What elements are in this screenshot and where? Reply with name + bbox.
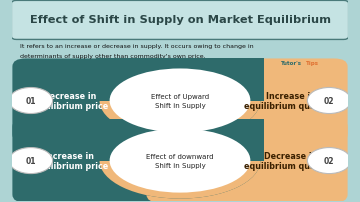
Text: It refers to an increase or decrease in supply. It occurs owing to change in: It refers to an increase or decrease in … — [20, 44, 253, 49]
Text: Shift in Supply: Shift in Supply — [155, 102, 205, 108]
Text: Effect of Shift in Supply on Market Equilibrium: Effect of Shift in Supply on Market Equi… — [30, 15, 330, 25]
Text: Increase in: Increase in — [266, 92, 316, 101]
Bar — [96, 119, 264, 161]
Circle shape — [307, 148, 351, 174]
FancyBboxPatch shape — [147, 119, 348, 202]
Text: 02: 02 — [324, 97, 334, 105]
Bar — [96, 59, 264, 101]
Circle shape — [9, 148, 53, 174]
Ellipse shape — [100, 63, 260, 139]
Text: equilibrium quantity: equilibrium quantity — [244, 161, 337, 170]
Text: 01: 01 — [26, 97, 36, 105]
Text: Tips: Tips — [306, 61, 319, 66]
Text: Increase in: Increase in — [44, 151, 94, 160]
Ellipse shape — [100, 63, 260, 139]
Text: Shift in Supply: Shift in Supply — [155, 162, 205, 168]
Text: Decrease in: Decrease in — [264, 151, 317, 160]
Circle shape — [307, 88, 351, 114]
Ellipse shape — [109, 129, 251, 193]
FancyBboxPatch shape — [12, 1, 348, 40]
Text: determinants of supply other than commodity's own price.: determinants of supply other than commod… — [20, 54, 206, 59]
FancyBboxPatch shape — [147, 59, 348, 143]
FancyBboxPatch shape — [12, 59, 213, 143]
Text: equilibrium price: equilibrium price — [31, 161, 108, 170]
Text: equilibrium price: equilibrium price — [31, 101, 108, 110]
Ellipse shape — [100, 123, 260, 199]
Ellipse shape — [100, 123, 260, 199]
Text: 01: 01 — [26, 156, 36, 165]
Ellipse shape — [109, 69, 251, 133]
Text: equilibrium quantity: equilibrium quantity — [244, 101, 337, 110]
Circle shape — [9, 88, 53, 114]
Text: Effect of Upward: Effect of Upward — [151, 94, 209, 100]
Text: Decrease in: Decrease in — [43, 92, 96, 101]
Text: Tutor's: Tutor's — [280, 61, 302, 66]
Text: 02: 02 — [324, 156, 334, 165]
FancyBboxPatch shape — [12, 119, 213, 202]
Text: Effect of downward: Effect of downward — [146, 153, 214, 159]
